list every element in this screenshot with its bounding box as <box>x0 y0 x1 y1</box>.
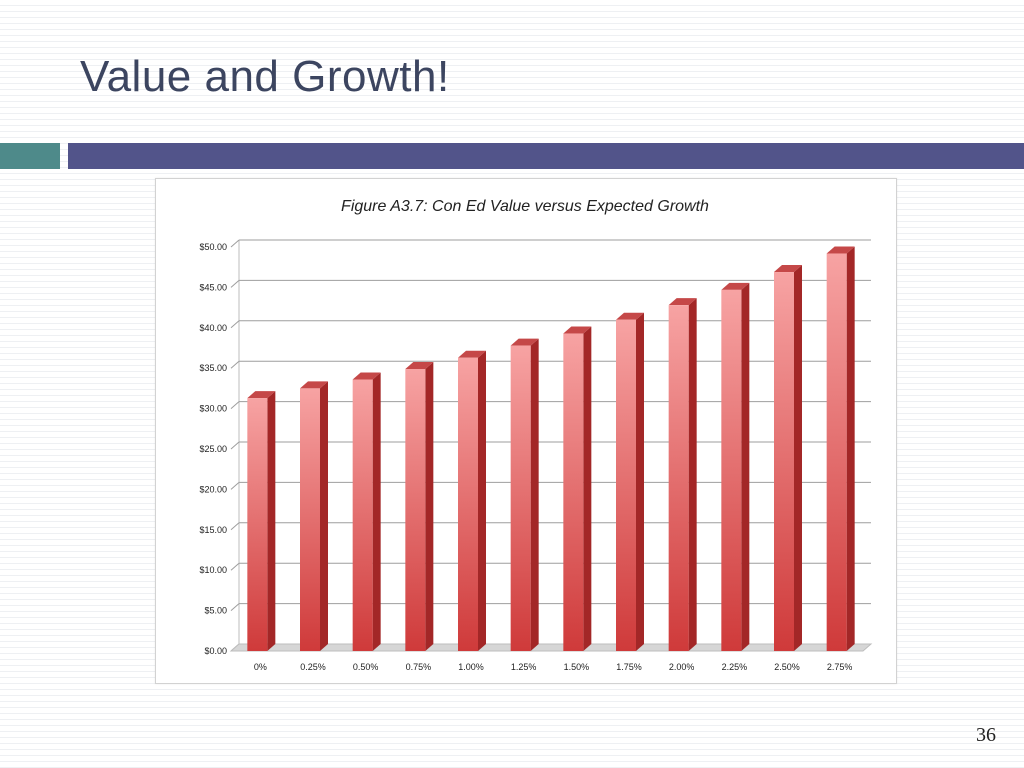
x-tick-label: 1.00% <box>458 662 484 672</box>
gridline-depth <box>230 441 240 450</box>
gridline-depth <box>230 360 240 369</box>
bar-side <box>530 338 539 651</box>
x-tick-label: 1.50% <box>564 662 590 672</box>
bar-front <box>668 305 689 651</box>
bar-top <box>405 362 434 370</box>
bar-side <box>846 246 855 651</box>
y-tick-label: $0.00 <box>204 646 227 656</box>
gridline-depth <box>230 239 240 248</box>
y-tick-label: $10.00 <box>199 565 227 575</box>
bar-side <box>478 350 486 651</box>
chart-frame: Figure A3.7: Con Ed Value versus Expecte… <box>155 178 897 684</box>
bar-top <box>668 298 697 306</box>
bar-front <box>721 289 742 651</box>
bar-front <box>247 398 268 651</box>
x-tick-label: 2.50% <box>774 662 800 672</box>
x-tick-label: 2.25% <box>722 662 748 672</box>
y-tick-label: $30.00 <box>199 404 227 414</box>
y-tick-label: $35.00 <box>199 363 227 373</box>
chart-floor <box>229 643 873 652</box>
bar-side <box>372 372 381 651</box>
x-tick-label: 1.25% <box>511 662 537 672</box>
bar-front <box>405 369 426 651</box>
x-tick-label: 2.00% <box>669 662 695 672</box>
slide-title: Value and Growth! <box>80 52 450 101</box>
gridline-depth <box>230 482 240 490</box>
bar-top <box>247 391 276 399</box>
bar-0% <box>247 391 276 651</box>
page-number: 36 <box>976 724 996 746</box>
bar-1.50% <box>563 326 592 651</box>
bar-side <box>320 381 328 651</box>
bar-top <box>563 326 592 334</box>
bar-front <box>563 333 584 651</box>
bar-side <box>636 312 644 651</box>
bar-top <box>510 338 539 346</box>
x-tick-label: 1.75% <box>616 662 642 672</box>
x-tick-label: 0.25% <box>300 662 326 672</box>
bar-2.50% <box>774 265 802 651</box>
gridline-depth <box>230 603 240 611</box>
chart-bars <box>247 246 855 651</box>
bar-front <box>352 379 373 651</box>
bar-front <box>774 272 794 651</box>
bar-2.75% <box>826 246 855 651</box>
y-tick-label: $25.00 <box>199 444 227 454</box>
bar-side <box>794 265 802 651</box>
bar-1.75% <box>616 312 644 651</box>
bar-side <box>425 362 434 651</box>
chart-title: Figure A3.7: Con Ed Value versus Expecte… <box>341 198 709 215</box>
accent-bar-purple <box>68 143 1024 169</box>
bar-front <box>616 319 636 651</box>
x-tick-label: 0% <box>254 662 267 672</box>
bar-top <box>826 246 855 254</box>
bar-2.25% <box>721 282 750 651</box>
bar-0.50% <box>352 372 381 651</box>
bar-0.25% <box>300 381 328 651</box>
y-tick-label: $40.00 <box>199 323 227 333</box>
bar-0.75% <box>405 362 434 651</box>
bar-1.00% <box>458 350 486 651</box>
y-axis-ticks: $0.00 $5.00 $10.00 $15.00 $20.00 $25.00 $30.00… <box>199 242 227 656</box>
bar-top <box>352 372 381 380</box>
bar-side <box>583 326 592 651</box>
bar-top <box>616 312 644 320</box>
x-tick-label: 0.75% <box>406 662 432 672</box>
bar-chart: Figure A3.7: Con Ed Value versus Expecte… <box>199 198 873 672</box>
accent-bar-teal <box>0 143 60 169</box>
x-tick-label: 0.50% <box>353 662 379 672</box>
gridline-depth <box>230 401 240 409</box>
bar-front <box>458 357 478 651</box>
y-tick-label: $15.00 <box>199 525 227 535</box>
gridline-depth <box>230 320 240 329</box>
bar-top <box>774 265 802 273</box>
bar-side <box>741 282 750 651</box>
bar-front <box>510 345 531 651</box>
x-axis-ticks: 0% 0.25% 0.50% 0.75% 1.00% 1.25% 1.50% 1.75% 2.0… <box>254 662 853 672</box>
bar-top <box>721 282 750 290</box>
x-tick-label: 2.75% <box>827 662 853 672</box>
y-tick-label: $5.00 <box>204 606 227 616</box>
bar-side <box>688 298 697 651</box>
bar-1.25% <box>510 338 539 651</box>
y-tick-label: $50.00 <box>199 242 227 252</box>
bar-top <box>458 350 486 358</box>
y-tick-label: $20.00 <box>199 484 227 494</box>
gridline-depth <box>230 562 240 571</box>
y-tick-label: $45.00 <box>199 282 227 292</box>
gridline-depth <box>230 280 240 288</box>
bar-2.00% <box>668 298 697 651</box>
bar-front <box>826 253 847 651</box>
bar-top <box>300 381 328 389</box>
bar-side <box>267 391 276 651</box>
chart-gridlines <box>229 239 873 652</box>
bar-front <box>300 388 320 651</box>
gridline-depth <box>230 522 240 531</box>
